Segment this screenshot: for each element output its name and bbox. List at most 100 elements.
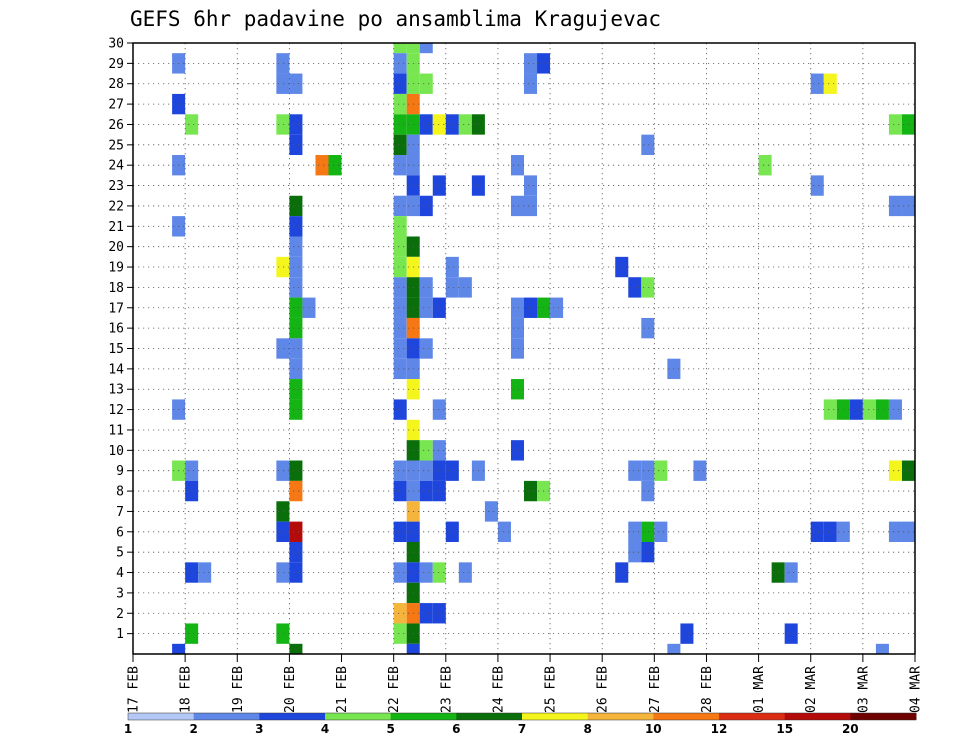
y-tick-label-12: 12 — [108, 403, 124, 418]
heat-cell-85 — [497, 521, 511, 542]
y-tick-label-19: 19 — [108, 261, 124, 276]
colorbar-swatch-1 — [193, 713, 260, 720]
y-tick-label-7: 7 — [116, 505, 124, 520]
heat-cell-78 — [458, 114, 472, 135]
heat-cell-187 — [289, 317, 303, 339]
heat-cell-192 — [289, 460, 303, 481]
y-tick-label-24: 24 — [108, 159, 124, 174]
heat-cell-6 — [393, 155, 407, 176]
heat-cell-135 — [862, 399, 876, 420]
heat-cell-17 — [393, 460, 407, 481]
heat-cell-174 — [276, 501, 290, 522]
heat-cell-87 — [510, 195, 524, 217]
heat-cell-53 — [419, 73, 433, 94]
heat-cell-130 — [823, 399, 837, 420]
heat-cell-74 — [445, 256, 459, 278]
heat-cell-61 — [419, 480, 433, 502]
heat-cell-67 — [432, 399, 446, 420]
chart-title: GEFS 6hr padavine po ansamblima Kragujev… — [130, 7, 661, 31]
x-tick-label-7: 24 FEB — [491, 666, 506, 713]
heat-cell-94 — [524, 73, 538, 94]
heat-cell-137 — [875, 643, 889, 654]
heat-cell-108 — [628, 541, 642, 563]
heat-cell-68 — [432, 440, 446, 461]
y-tick-label-9: 9 — [116, 464, 124, 479]
heat-cell-57 — [419, 297, 433, 318]
heat-cell-185 — [289, 277, 303, 298]
heat-cell-92 — [510, 379, 524, 400]
x-tick-label-3: 20 FEB — [283, 666, 298, 713]
heat-cell-129 — [823, 73, 837, 94]
heat-cell-171 — [276, 114, 290, 135]
y-tick-label-22: 22 — [108, 199, 124, 214]
heat-cell-102 — [550, 297, 564, 318]
heat-cell-21 — [393, 603, 407, 624]
heat-cell-125 — [784, 623, 798, 644]
heat-cell-65 — [432, 175, 446, 196]
heat-cell-66 — [432, 297, 446, 318]
heat-cell-195 — [289, 541, 303, 563]
y-tick-label-8: 8 — [116, 485, 124, 500]
heat-cell-86 — [510, 155, 524, 176]
heat-cell-60 — [419, 460, 433, 481]
y-tick-label-28: 28 — [108, 77, 124, 92]
colorbar-label-3: 4 — [321, 722, 329, 736]
heat-cell-97 — [524, 297, 538, 318]
heat-cell-200 — [328, 155, 342, 176]
colorbar-swatch-9 — [719, 713, 786, 720]
y-tick-label-23: 23 — [108, 179, 124, 194]
heat-cell-52 — [419, 43, 433, 54]
colorbar-label-11: 20 — [842, 722, 859, 736]
heat-cell-91 — [510, 440, 524, 461]
heat-cell-124 — [784, 562, 798, 583]
heat-cell-162 — [172, 643, 186, 654]
heat-cell-103 — [615, 562, 629, 583]
heat-cell-1 — [393, 53, 407, 74]
heat-cell-201 — [276, 256, 290, 278]
colorbar-label-7: 8 — [584, 722, 592, 736]
heat-cell-168 — [198, 562, 212, 583]
heat-cell-20 — [393, 562, 407, 583]
heat-cell-106 — [628, 460, 642, 481]
x-tick-label-15: 04 MAR — [909, 666, 924, 713]
heat-cell-3 — [393, 93, 407, 115]
heat-cell-182 — [289, 216, 303, 237]
heat-cell-126 — [810, 73, 824, 94]
heat-cell-7 — [393, 195, 407, 217]
heat-cell-179 — [289, 114, 303, 135]
x-tick-label-12: 01 MAR — [752, 666, 767, 713]
heat-cell-177 — [276, 623, 290, 644]
colorbar-swatch-10 — [784, 713, 851, 720]
heat-cell-131 — [823, 521, 837, 542]
heat-cell-79 — [458, 277, 472, 298]
heat-cell-0 — [393, 43, 407, 54]
x-tick-label-2: 19 FEB — [231, 666, 246, 713]
heat-cell-23 — [406, 43, 420, 54]
heat-cell-122 — [758, 155, 772, 176]
heat-cell-58 — [419, 338, 433, 359]
heat-cell-55 — [419, 195, 433, 217]
heat-cell-194 — [289, 521, 303, 542]
heat-cell-128 — [810, 521, 824, 542]
colorbar-label-4: 5 — [387, 722, 395, 736]
heat-cell-196 — [289, 562, 303, 583]
heat-cell-181 — [289, 195, 303, 217]
grid-layer — [133, 43, 915, 654]
y-tick-label-14: 14 — [108, 362, 124, 377]
x-tick-label-14: 03 MAR — [856, 666, 871, 713]
heat-cell-140 — [888, 399, 902, 420]
y-tick-label-20: 20 — [108, 240, 124, 255]
heat-cell-75 — [445, 277, 459, 298]
y-tick-label-6: 6 — [116, 525, 124, 540]
heat-cell-70 — [432, 480, 446, 502]
x-tick-label-1: 18 FEB — [179, 666, 194, 713]
heat-cell-16 — [393, 399, 407, 420]
heat-cell-76 — [445, 460, 459, 481]
colorbar-label-5: 6 — [452, 722, 460, 736]
heat-cell-107 — [628, 521, 642, 542]
colorbar-swatch-8 — [653, 713, 720, 720]
heat-cell-110 — [641, 317, 655, 339]
colorbar: 1 2 3 4 5 6 7 8 10 12 15 20 — [124, 712, 917, 736]
heat-cell-136 — [875, 399, 889, 420]
y-tick-label-25: 25 — [108, 138, 124, 153]
